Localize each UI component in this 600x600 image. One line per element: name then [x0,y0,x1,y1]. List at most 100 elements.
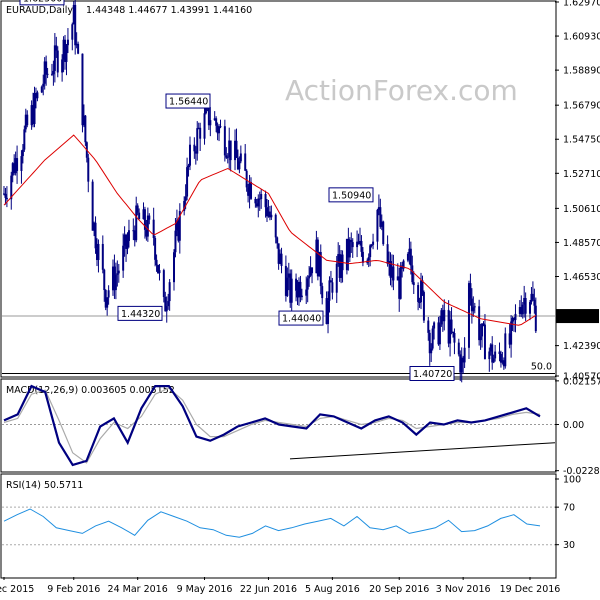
candle-body [107,290,110,298]
candle-body [116,273,119,275]
candle-body [421,280,424,293]
candle-body [369,245,372,258]
price-tick-label: 1.48570 [563,238,600,249]
candle-body [408,248,411,254]
candle-body [135,205,138,241]
candle-body [511,317,514,322]
candle-body [478,306,481,341]
symbol-label: EURAUD,Daily [6,5,73,16]
candle-body [277,243,280,264]
candle-body [290,278,293,303]
macd-line [3,384,541,467]
price-tick-label: 1.50610 [563,204,600,215]
candle-body [30,105,33,126]
ohlc-readout: 1.44348 1.44677 1.43991 1.44160 [86,5,252,16]
candle-body [258,198,261,200]
candle-body [61,59,64,73]
candle-body [106,297,109,308]
candle-body [463,347,466,363]
candle-body [33,93,36,125]
candle-body [327,300,330,324]
price-plot: 50.0 1.62500 1.44320 1.56440 1.44040 1.50940 1… [2,0,555,383]
candle-body [184,196,187,201]
candle-body [5,197,8,200]
price-tick-label: 1.56790 [563,101,600,112]
candle-body [178,211,181,241]
candle-body [199,127,202,139]
candle-body [155,259,158,266]
candle-body [518,307,521,314]
candle-body [194,151,197,154]
candle-body [388,261,391,265]
price-tick-label: 1.46530 [563,272,600,283]
candle-body [498,351,501,355]
x-tick-label: 5 Aug 2016 [305,584,360,595]
candle-body [82,115,85,126]
candle-body [43,61,46,84]
candle-body [187,165,190,168]
candle-body [42,83,45,87]
candle-body [229,140,232,161]
moving-average-line [3,134,537,326]
candle-body [483,324,486,360]
candle-body [451,331,454,333]
candle-body [457,342,460,355]
candle-body [328,280,331,301]
candle-body [235,140,238,158]
candle-body [533,299,536,306]
candle-body [350,239,353,243]
candle-body [402,260,405,269]
candle-body [318,251,321,277]
candle-body [72,4,75,25]
candle-body [111,266,114,291]
candle-body [50,73,53,75]
candle-body [219,126,222,128]
candle-body [3,193,5,195]
x-tick-label: 23 Dec 2015 [0,584,34,595]
candle-body [93,222,96,231]
candle-body [287,273,290,278]
candle-body [412,282,415,286]
candle-body [482,323,485,325]
candle-body [338,254,341,278]
candle-body [267,211,270,217]
price-tick-label: 1.40570 [563,372,600,383]
candle-body [260,194,263,200]
candle-body [81,53,84,126]
candle-body [75,43,78,46]
candle-body [207,105,210,126]
candle-body [74,4,77,46]
macd-signal-line [3,387,541,464]
candle-body [56,50,59,73]
candle-body [143,209,146,230]
candle-body [315,239,318,274]
candle-body [430,348,433,354]
candle-body [300,295,303,298]
candle-body [347,238,350,258]
candle-body [306,278,309,290]
candle-body [122,245,125,271]
candle-body [255,203,258,207]
candle-body [162,270,165,298]
candle-body [392,266,395,281]
candle-body [380,221,383,227]
candle-body [40,86,43,93]
price-tick-label: 1.54750 [563,135,600,146]
macd-trendline [289,442,556,460]
candle-body [239,153,242,162]
candle-body [236,157,239,170]
annotation-box [117,305,163,321]
candle-body [148,215,151,220]
candle-body [513,317,516,321]
candle-body [398,276,401,299]
candle-body [276,237,279,244]
candle-body [491,344,494,363]
candle-body [331,282,334,293]
candle-body [24,114,27,130]
candle-body [460,357,463,373]
candle-body [472,307,475,312]
price-tick-label: 1.52710 [563,169,600,180]
candle-body [348,239,351,258]
candle-body [20,156,23,171]
